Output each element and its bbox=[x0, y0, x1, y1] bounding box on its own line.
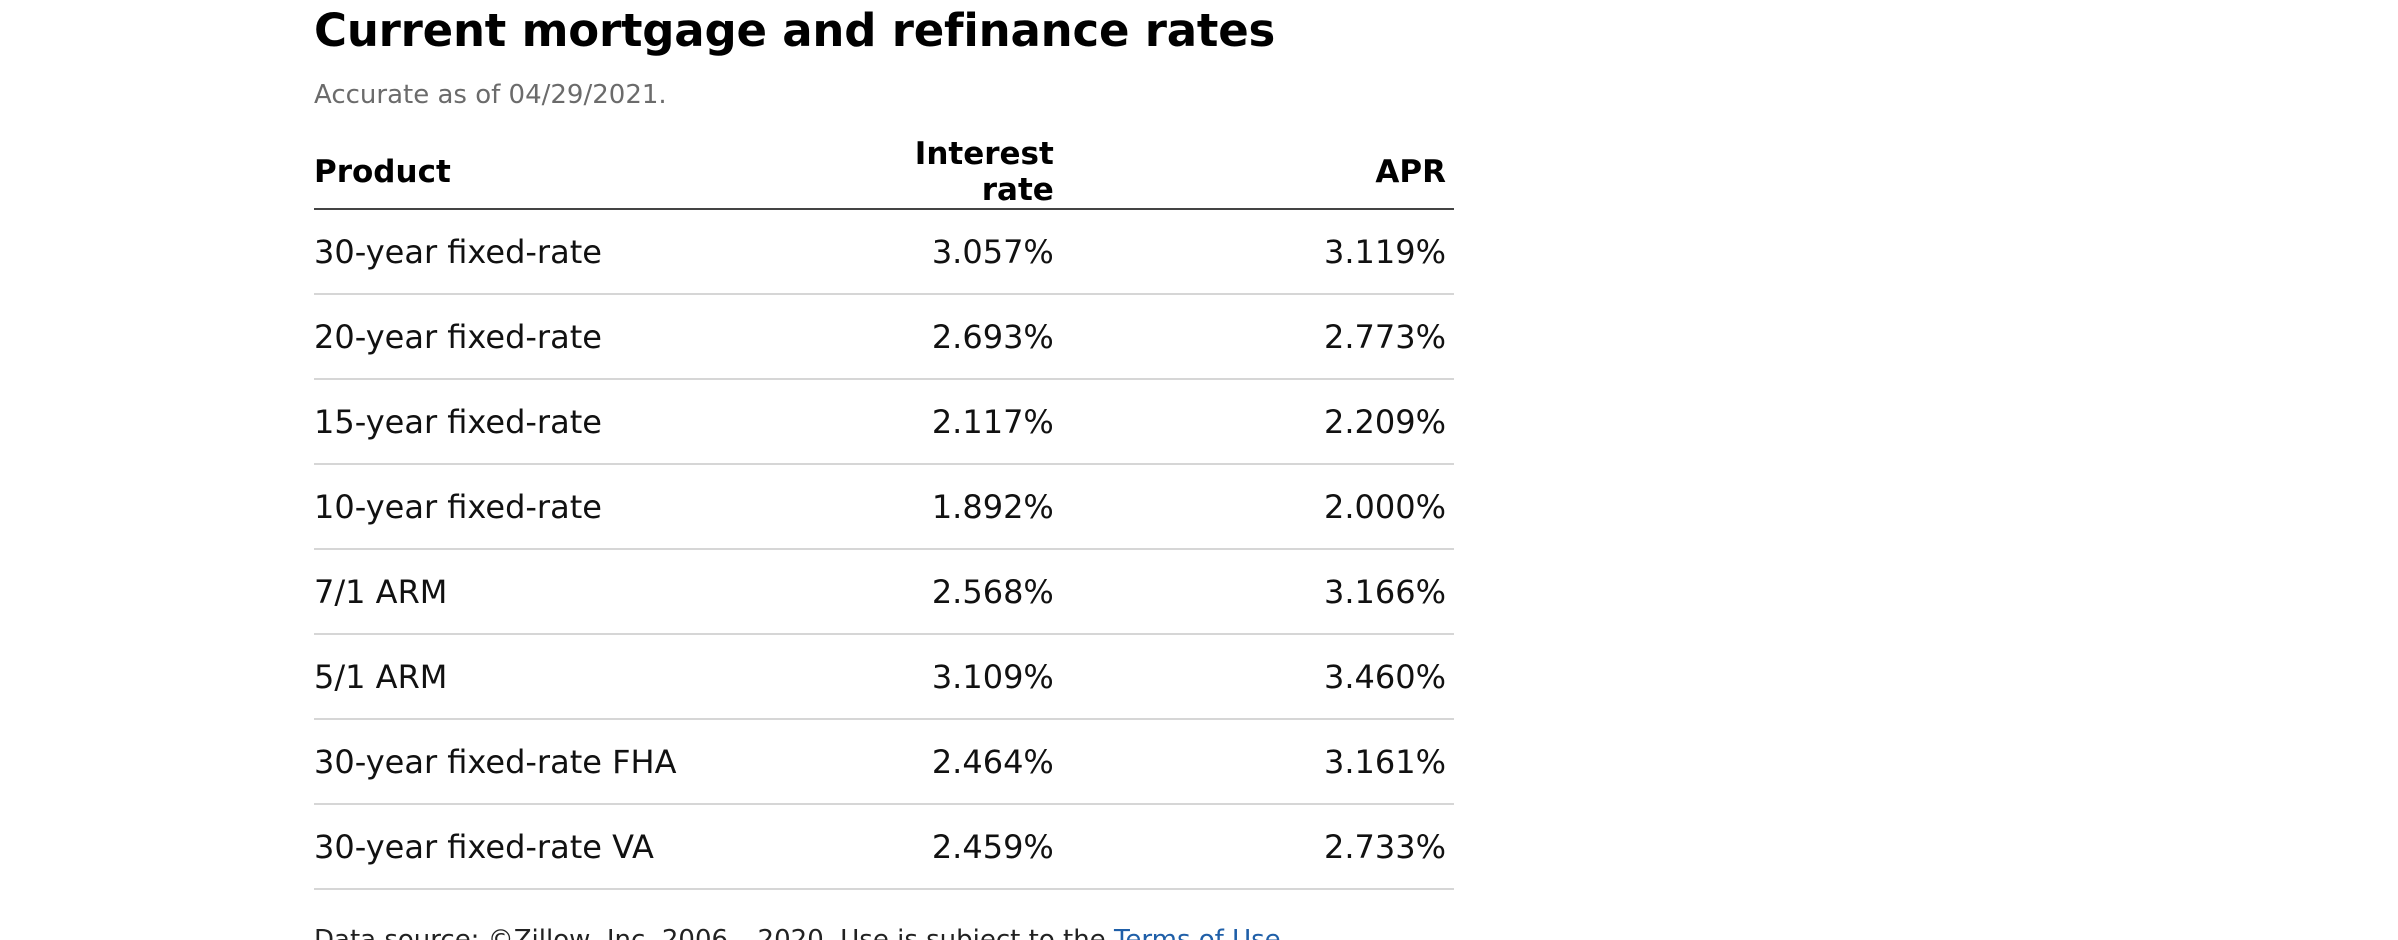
product-cell: 20-year fixed-rate bbox=[314, 294, 834, 380]
data-source-note: Data source: ©Zillow, Inc. 2006 – 2020. … bbox=[314, 924, 1454, 940]
accuracy-date: Accurate as of 04/29/2021. bbox=[314, 80, 667, 110]
apr-cell: 2.773% bbox=[1061, 294, 1454, 380]
product-cell: 15-year fixed-rate bbox=[314, 379, 834, 465]
terms-of-use-link[interactable]: Terms of Use bbox=[1113, 925, 1281, 940]
apr-cell: 2.209% bbox=[1061, 379, 1454, 465]
interest-rate-cell: 2.117% bbox=[833, 379, 1062, 465]
header-interest-rate: Interest rate bbox=[833, 136, 1062, 210]
apr-cell: 2.000% bbox=[1061, 464, 1454, 550]
apr-cell: 3.166% bbox=[1061, 549, 1454, 635]
rates-table: Product Interest rate APR 30-year fixed-… bbox=[314, 136, 1454, 890]
interest-rate-cell: 2.464% bbox=[833, 719, 1062, 805]
interest-rate-cell: 1.892% bbox=[833, 464, 1062, 550]
data-source-text: Data source: ©Zillow, Inc. 2006 – 2020. … bbox=[314, 925, 1114, 940]
apr-cell: 3.161% bbox=[1061, 719, 1454, 805]
product-cell: 5/1 ARM bbox=[314, 634, 834, 720]
table-row: 5/1 ARM 3.109% 3.460% bbox=[314, 634, 1454, 720]
page-title: Current mortgage and refinance rates bbox=[314, 4, 1276, 57]
product-cell: 10-year fixed-rate bbox=[314, 464, 834, 550]
product-cell: 30-year fixed-rate FHA bbox=[314, 719, 834, 805]
interest-rate-cell: 2.568% bbox=[833, 549, 1062, 635]
product-cell: 30-year fixed-rate VA bbox=[314, 804, 834, 890]
product-cell: 7/1 ARM bbox=[314, 549, 834, 635]
header-product: Product bbox=[314, 136, 834, 210]
table-row: 10-year fixed-rate 1.892% 2.000% bbox=[314, 464, 1454, 550]
table-row: 30-year fixed-rate VA 2.459% 2.733% bbox=[314, 804, 1454, 890]
table-header-row: Product Interest rate APR bbox=[314, 136, 1454, 210]
interest-rate-cell: 2.459% bbox=[833, 804, 1062, 890]
table-row: 30-year fixed-rate FHA 2.464% 3.161% bbox=[314, 719, 1454, 805]
apr-cell: 2.733% bbox=[1061, 804, 1454, 890]
apr-cell: 3.119% bbox=[1061, 209, 1454, 295]
apr-cell: 3.460% bbox=[1061, 634, 1454, 720]
product-cell: 30-year fixed-rate bbox=[314, 209, 834, 295]
table-row: 20-year fixed-rate 2.693% 2.773% bbox=[314, 294, 1454, 380]
header-apr: APR bbox=[1061, 136, 1454, 210]
rates-section: Current mortgage and refinance rates Acc… bbox=[314, 0, 1454, 940]
interest-rate-cell: 3.057% bbox=[833, 209, 1062, 295]
interest-rate-cell: 3.109% bbox=[833, 634, 1062, 720]
table-row: 15-year fixed-rate 2.117% 2.209% bbox=[314, 379, 1454, 465]
table-row: 30-year fixed-rate 3.057% 3.119% bbox=[314, 209, 1454, 295]
table-row: 7/1 ARM 2.568% 3.166% bbox=[314, 549, 1454, 635]
interest-rate-cell: 2.693% bbox=[833, 294, 1062, 380]
